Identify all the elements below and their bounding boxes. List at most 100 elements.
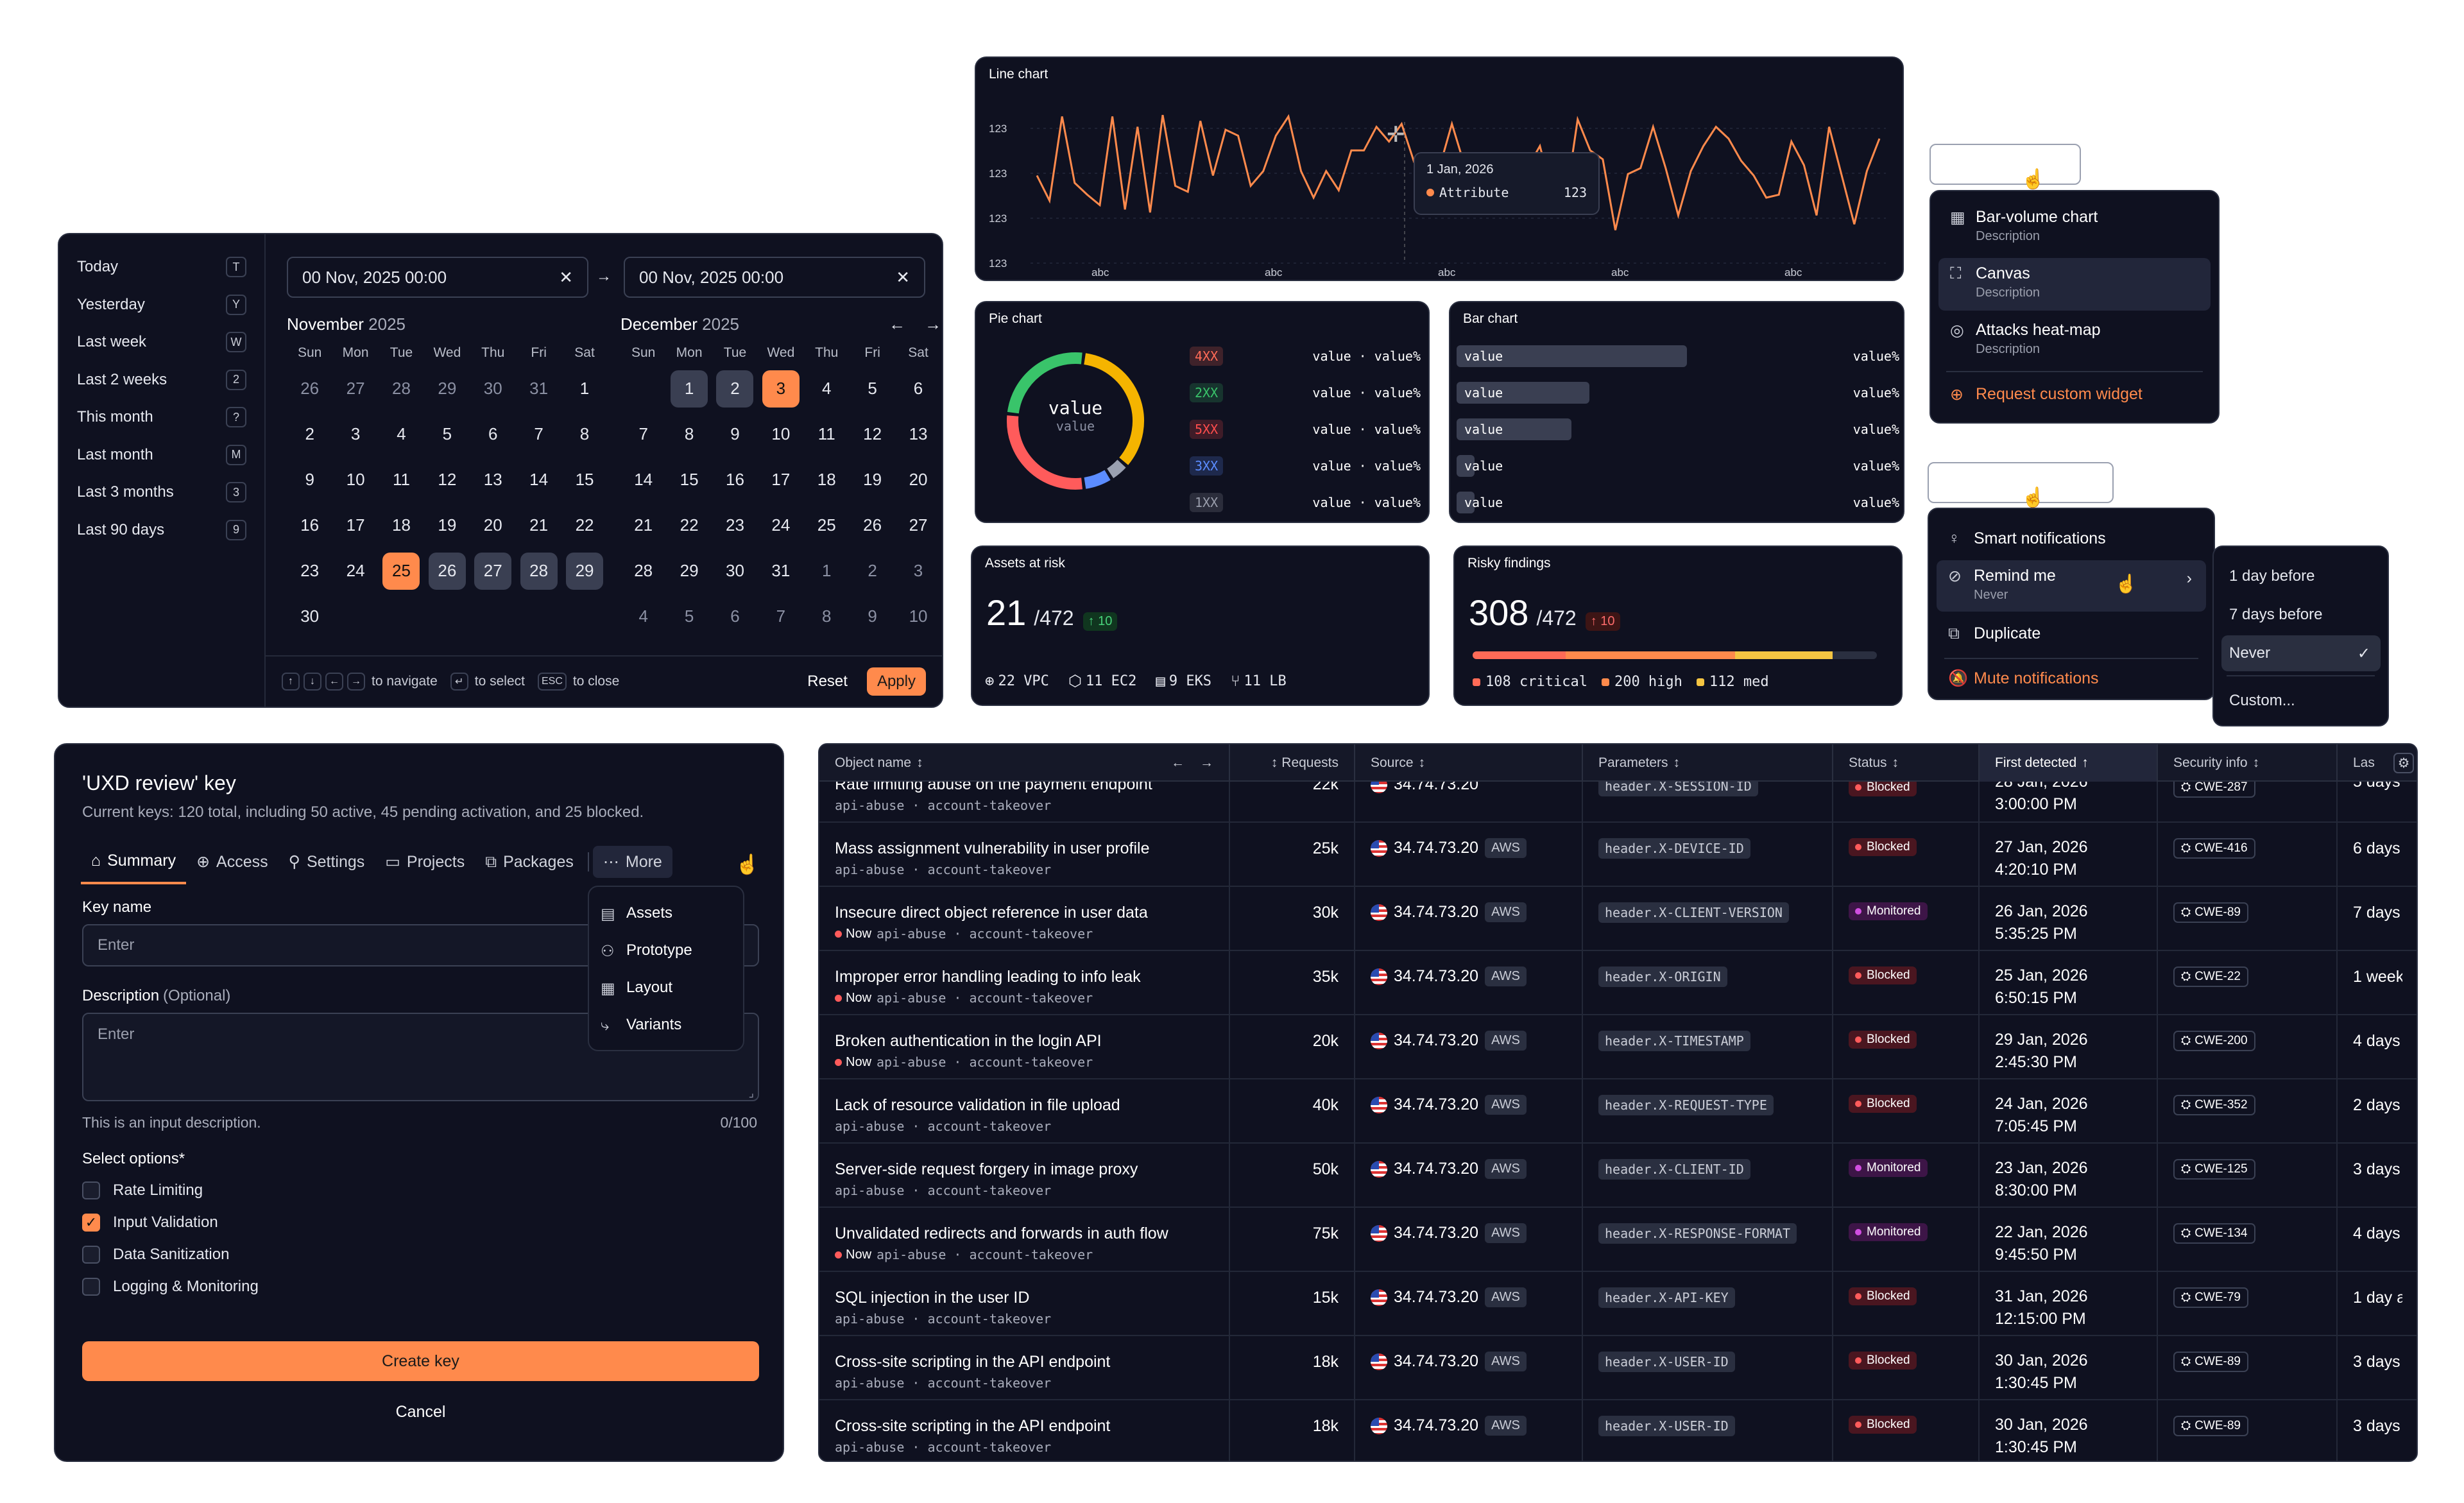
day-cell[interactable]: 26 [424,548,470,594]
notify-option[interactable]: ⊘ › Remind me Never [1937,560,2206,612]
table-row[interactable]: Lack of resource validation in file uplo… [819,1078,2417,1142]
day-cell[interactable]: 11 [379,457,424,502]
day-cell[interactable]: 11 [804,411,850,457]
preset-3[interactable]: Last 2 weeks 2 [59,361,264,399]
column-header[interactable]: Security info ↕ [2158,744,2338,782]
line-chart[interactable]: 123123123123abcabcabcabcabcabc [976,58,1904,281]
day-cell[interactable]: 27 [332,366,378,411]
bar-fill[interactable] [1457,492,1475,513]
tab-settings[interactable]: ⚲ Settings [278,839,375,884]
day-cell[interactable]: 30 [470,366,516,411]
checkbox[interactable]: ✓ [82,1214,100,1232]
day-cell[interactable]: 25 [379,548,424,594]
day-cell[interactable]: 9 [712,411,758,457]
finding-name[interactable]: SQL injection in the user ID [835,1289,1030,1307]
settings-gear-icon[interactable]: ⚙ [2393,753,2414,773]
day-cell[interactable]: 1 [561,366,607,411]
day-cell[interactable]: 18 [379,502,424,548]
table-row[interactable]: Mass assignment vulnerability in user pr… [819,821,2417,886]
preset-0[interactable]: Today T [59,248,264,286]
day-cell[interactable]: 14 [620,457,666,502]
day-cell[interactable]: 6 [895,366,941,411]
tab-summary[interactable]: ⌂ Summary [81,839,187,884]
finding-name[interactable]: Insecure direct object reference in user… [835,904,1148,922]
day-cell[interactable]: 1 [666,366,712,411]
day-cell[interactable]: 15 [561,457,607,502]
day-cell[interactable]: 12 [850,411,895,457]
table-row[interactable]: Broken authentication in the login API No… [819,1014,2417,1078]
notify-option[interactable]: ♀ Smart notifications [1937,523,2206,555]
day-cell[interactable]: 29 [561,548,607,594]
donut-slice[interactable] [1007,352,1082,414]
day-cell[interactable]: 21 [516,502,561,548]
day-cell[interactable]: 5 [666,594,712,639]
bar-fill[interactable] [1457,418,1572,440]
clear-icon[interactable]: ✕ [559,267,573,287]
mute-notifications-item[interactable]: 🔕 Mute notifications [1937,669,2110,688]
day-cell[interactable]: 7 [758,594,803,639]
day-cell[interactable]: 29 [424,366,470,411]
donut-slice[interactable] [1007,415,1082,490]
day-cell[interactable]: 22 [561,502,607,548]
day-cell[interactable]: 15 [666,457,712,502]
checkbox[interactable] [82,1278,100,1296]
widget-option[interactable]: ⛶ Canvas Description [1938,258,2211,311]
day-cell[interactable]: 5 [424,411,470,457]
finding-name[interactable]: Improper error handling leading to info … [835,968,1141,986]
finding-name[interactable]: Cross-site scripting in the API endpoint [835,1417,1111,1435]
day-cell[interactable]: 17 [332,502,378,548]
day-cell[interactable]: 3 [758,366,803,411]
day-cell[interactable]: 20 [470,502,516,548]
table-row[interactable]: Server-side request forgery in image pro… [819,1142,2417,1207]
day-cell[interactable]: 5 [850,366,895,411]
more-menu-item[interactable]: ⤷ Variants [589,1006,743,1044]
reminder-option[interactable]: Never ✓ [2221,635,2381,671]
table-row[interactable]: Cross-site scripting in the API endpoint… [819,1335,2417,1399]
finding-name[interactable]: Cross-site scripting in the API endpoint [835,1353,1111,1371]
day-cell[interactable]: 4 [804,366,850,411]
day-cell[interactable]: 8 [561,411,607,457]
day-cell[interactable]: 12 [424,457,470,502]
bar-row[interactable]: value value% [1457,374,1899,411]
finding-name[interactable]: Rate limiting abuse on the payment endpo… [835,782,1152,793]
prev-month-icon[interactable]: ← [889,314,905,334]
day-cell[interactable]: 17 [758,457,803,502]
day-cell[interactable]: 31 [516,366,561,411]
day-cell[interactable]: 9 [287,457,332,502]
day-cell[interactable]: 16 [712,457,758,502]
option-checkbox[interactable]: Logging & Monitoring [82,1271,259,1303]
table-row[interactable]: Unvalidated redirects and forwards in au… [819,1207,2417,1271]
day-cell[interactable]: 9 [850,594,895,639]
finding-name[interactable]: Lack of resource validation in file uplo… [835,1096,1120,1114]
day-cell[interactable]: 28 [379,366,424,411]
day-cell[interactable]: 8 [804,594,850,639]
table-row[interactable]: Cross-site scripting in the API endpoint… [819,1399,2417,1461]
bar-fill[interactable] [1457,455,1475,477]
bar-fill[interactable] [1457,382,1589,404]
scroll-right-icon[interactable]: → [1200,755,1213,770]
series-line[interactable] [1036,114,1881,230]
table-row[interactable]: Rate limiting abuse on the payment endpo… [819,782,2417,841]
start-date-input[interactable]: 00 Nov, 2025 00:00 ✕ [287,257,588,298]
bar-row[interactable]: value value% [1457,411,1899,447]
day-cell[interactable]: 13 [895,411,941,457]
day-cell[interactable]: 2 [712,366,758,411]
donut-slice[interactable] [1107,459,1126,479]
column-header[interactable]: ↕ Requests [1230,744,1355,782]
option-checkbox[interactable]: Rate Limiting [82,1174,259,1207]
day-cell[interactable]: 30 [287,594,332,639]
preset-4[interactable]: This month? [59,399,264,436]
finding-name[interactable]: Unvalidated redirects and forwards in au… [835,1224,1168,1242]
day-cell[interactable]: 16 [287,502,332,548]
reminder-option[interactable]: Custom... [2221,683,2381,719]
more-menu-item[interactable]: ▤ Assets [589,895,743,932]
day-cell[interactable]: 26 [850,502,895,548]
day-cell[interactable]: 14 [516,457,561,502]
more-menu-item[interactable]: ⚇ Prototype [589,932,743,969]
day-cell[interactable]: 26 [287,366,332,411]
day-cell[interactable]: 31 [758,548,803,594]
tab-projects[interactable]: ▭ Projects [375,839,475,884]
day-cell[interactable]: 21 [620,502,666,548]
end-date-input[interactable]: 00 Nov, 2025 00:00 ✕ [624,257,925,298]
notify-option[interactable]: ⧉ Duplicate [1937,618,2206,650]
